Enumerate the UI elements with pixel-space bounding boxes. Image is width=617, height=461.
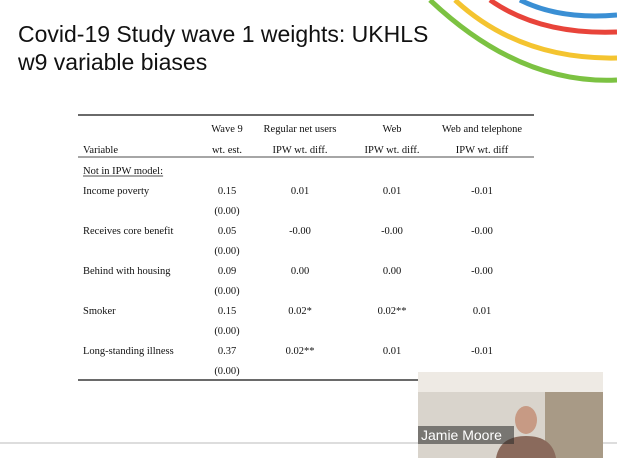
row-label: Behind with housing (83, 266, 171, 277)
arc (453, 0, 617, 61)
cell: 0.01 (291, 186, 309, 197)
column-header: IPW wt. diff. (272, 145, 327, 156)
slide-title-line: Covid-19 Study wave 1 weights: UKHLS (18, 21, 428, 47)
cell: 0.00 (291, 266, 309, 277)
row-label: Long-standing illness (83, 346, 174, 357)
cell: -0.01 (471, 186, 493, 197)
standard-error: (0.00) (214, 206, 240, 217)
cell: -0.00 (471, 226, 493, 237)
row-label: Smoker (83, 306, 116, 317)
cell: 0.00 (383, 266, 401, 277)
column-header: Regular net users (264, 124, 337, 135)
cell: 0.05 (218, 226, 236, 237)
arc (428, 0, 617, 83)
video-tile: Jamie Moore (418, 372, 603, 458)
video-ceiling (418, 372, 603, 392)
cell: 0.15 (218, 306, 236, 317)
cell: 0.02* (288, 306, 312, 317)
column-header: Web (383, 124, 402, 135)
arc (488, 0, 617, 35)
cell: -0.01 (471, 346, 493, 357)
column-header: IPW wt. diff (456, 145, 509, 156)
cell: 0.09 (218, 266, 236, 277)
table: Wave 9 Regular net users Web Web and teleph… (78, 114, 534, 381)
cell: 0.15 (218, 186, 236, 197)
cell: 0.01 (473, 306, 491, 317)
cell: 0.37 (218, 346, 236, 357)
row-label: Income poverty (83, 186, 150, 197)
name-badge (418, 426, 514, 444)
cell: -0.00 (289, 226, 311, 237)
cell: 0.02** (286, 346, 315, 357)
decor-arcs (428, 0, 617, 83)
column-header: Wave 9 (211, 124, 243, 135)
person-head (515, 406, 537, 434)
column-header: Web and telephone (442, 124, 523, 135)
standard-error: (0.00) (214, 326, 240, 337)
standard-error: (0.00) (214, 246, 240, 257)
cell: -0.00 (471, 266, 493, 277)
slide-title-line: w9 variable biases (17, 49, 207, 75)
section-label: Not in IPW model: (83, 166, 163, 177)
column-header: IPW wt. diff. (364, 145, 419, 156)
video-wall (545, 392, 603, 458)
column-header: wt. est. (212, 145, 242, 156)
cell: -0.00 (381, 226, 403, 237)
standard-error: (0.00) (214, 286, 240, 297)
cell: 0.02** (378, 306, 407, 317)
arc (518, 0, 617, 19)
row-label: Receives core benefit (83, 226, 173, 237)
participant-name: Jamie Moore (421, 427, 502, 443)
cell: 0.01 (383, 346, 401, 357)
cell: 0.01 (383, 186, 401, 197)
column-header: Variable (83, 145, 118, 156)
standard-error: (0.00) (214, 366, 240, 377)
